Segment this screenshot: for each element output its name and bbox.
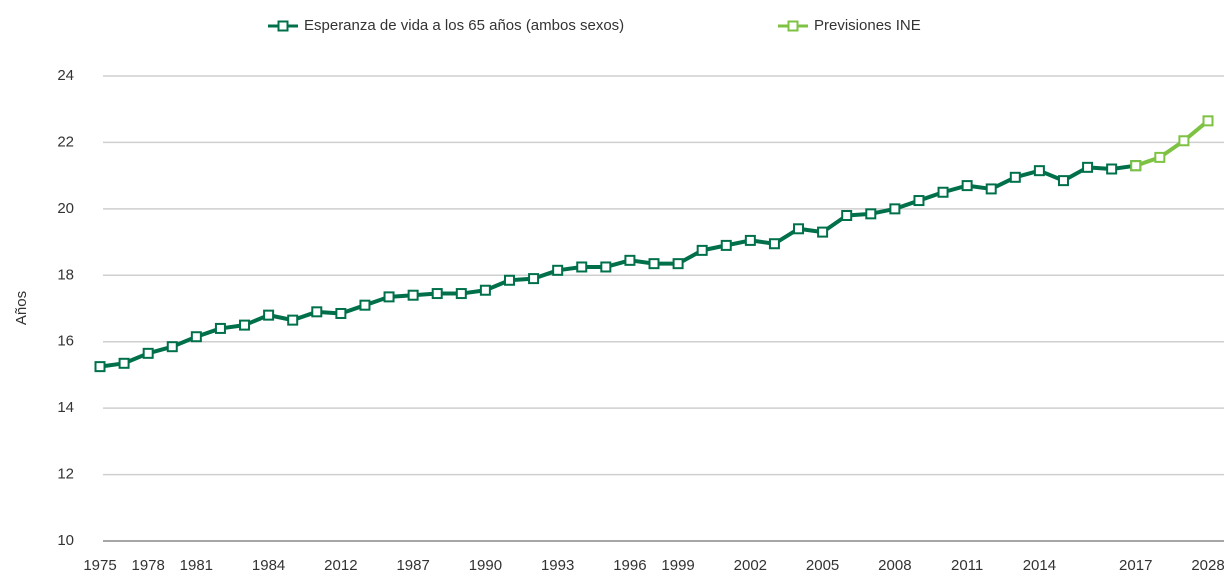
point-marker bbox=[335, 307, 347, 319]
point-marker bbox=[648, 258, 660, 270]
x-tick-label: 2017 bbox=[1119, 557, 1152, 574]
point-marker bbox=[768, 238, 780, 250]
point-marker bbox=[1202, 115, 1214, 127]
point-marker bbox=[311, 306, 323, 318]
point-marker bbox=[817, 226, 829, 238]
point-marker bbox=[359, 299, 371, 311]
point-marker bbox=[407, 289, 419, 301]
y-tick-label: 20 bbox=[57, 200, 74, 217]
x-tick-label: 1993 bbox=[541, 557, 574, 574]
point-marker bbox=[383, 291, 395, 303]
y-tick-label: 10 bbox=[57, 532, 74, 549]
x-tick-label: 2005 bbox=[806, 557, 839, 574]
point-marker bbox=[166, 341, 178, 353]
point-marker bbox=[600, 261, 612, 273]
point-marker bbox=[118, 357, 130, 369]
point-marker bbox=[1009, 171, 1021, 183]
point-marker bbox=[455, 288, 467, 300]
point-marker bbox=[263, 309, 275, 321]
point-marker bbox=[1082, 161, 1094, 173]
point-marker bbox=[672, 258, 684, 270]
x-tick-label: 2012 bbox=[324, 557, 357, 574]
x-tick-label: 2014 bbox=[1023, 557, 1056, 574]
y-tick-label: 18 bbox=[57, 266, 74, 283]
point-marker bbox=[431, 288, 443, 300]
point-marker bbox=[985, 183, 997, 195]
point-marker bbox=[744, 234, 756, 246]
x-tick-label: 1975 bbox=[83, 557, 116, 574]
x-tick-label: 2011 bbox=[951, 557, 983, 574]
x-tick-label: 1978 bbox=[131, 557, 164, 574]
y-tick-label: 24 bbox=[57, 67, 74, 84]
point-marker bbox=[841, 210, 853, 221]
x-tick-label: 2008 bbox=[878, 557, 911, 574]
x-tick-label: 2028 bbox=[1191, 557, 1224, 574]
y-tick-label: 22 bbox=[57, 133, 74, 150]
point-marker bbox=[552, 264, 564, 276]
x-tick-label: 1999 bbox=[661, 557, 694, 574]
legend-marker bbox=[277, 20, 289, 32]
point-marker bbox=[1154, 151, 1166, 163]
point-marker bbox=[287, 314, 299, 326]
point-marker bbox=[528, 273, 540, 285]
x-tick-label: 1981 bbox=[180, 557, 213, 574]
point-marker bbox=[1057, 175, 1069, 187]
point-marker bbox=[190, 331, 202, 343]
series-line bbox=[99, 163, 1137, 369]
point-marker bbox=[937, 186, 949, 198]
point-marker bbox=[793, 223, 805, 235]
x-tick-label: 1996 bbox=[613, 557, 646, 574]
x-tick-label: 1984 bbox=[252, 557, 285, 574]
point-marker bbox=[142, 347, 154, 359]
y-axis-label: Años bbox=[13, 291, 30, 325]
point-marker bbox=[624, 254, 636, 266]
legend-label: Previsiones INE bbox=[814, 17, 921, 34]
point-marker bbox=[1178, 135, 1190, 147]
point-marker bbox=[961, 180, 973, 192]
x-tick-label: 1987 bbox=[396, 557, 429, 574]
series-line bbox=[1135, 119, 1210, 168]
legend-label: Esperanza de vida a los 65 años (ambos s… bbox=[304, 17, 624, 34]
y-tick-label: 12 bbox=[57, 466, 74, 483]
point-marker bbox=[479, 284, 491, 296]
point-marker bbox=[576, 261, 588, 273]
point-marker bbox=[720, 239, 732, 251]
legend-marker bbox=[787, 20, 799, 32]
x-tick-label: 2002 bbox=[734, 557, 767, 574]
point-marker bbox=[913, 195, 925, 207]
x-tick-label: 1990 bbox=[469, 557, 502, 574]
point-marker bbox=[214, 322, 226, 334]
point-marker bbox=[1033, 165, 1045, 177]
y-tick-label: 16 bbox=[57, 333, 74, 350]
point-marker bbox=[1106, 163, 1118, 175]
point-marker bbox=[1130, 160, 1142, 172]
point-marker bbox=[889, 203, 901, 215]
point-marker bbox=[239, 319, 251, 331]
point-marker bbox=[94, 361, 106, 373]
point-marker bbox=[696, 244, 708, 256]
point-marker bbox=[503, 274, 515, 286]
point-marker bbox=[865, 208, 877, 220]
y-tick-label: 14 bbox=[57, 399, 74, 416]
